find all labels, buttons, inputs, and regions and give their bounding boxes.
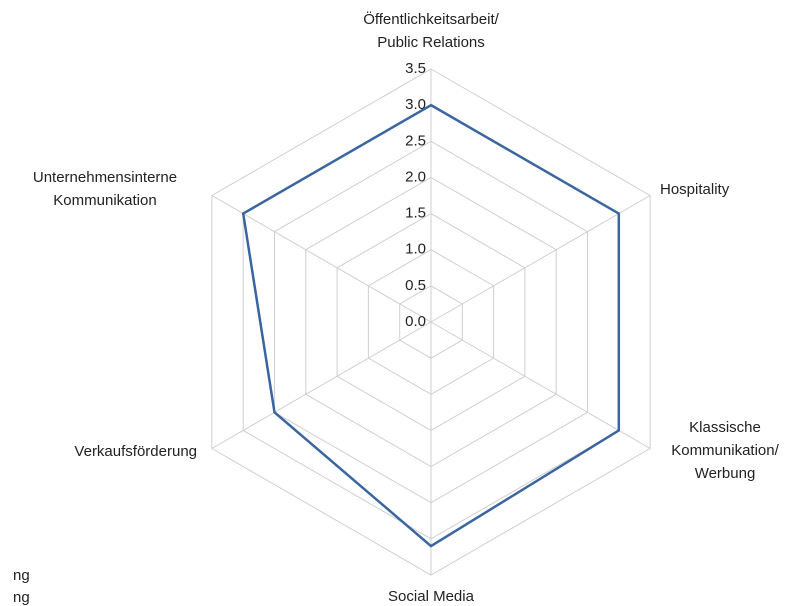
- category-label: Social Media: [388, 588, 475, 605]
- tick-label: 2.5: [405, 132, 426, 149]
- category-label-line: Social Media: [388, 588, 475, 605]
- category-label-line: Kommunikation/: [671, 442, 779, 459]
- category-label-line: Verkaufsförderung: [74, 443, 197, 460]
- annotation: ng: [13, 589, 30, 606]
- tick-label: 1.5: [405, 205, 426, 222]
- spoke: [430, 321, 651, 449]
- category-label: Hospitality: [660, 181, 730, 198]
- tick-label: 1.0: [405, 241, 426, 258]
- category-label: Klassische Kommunikation/Werbung: [671, 419, 779, 482]
- spoke: [430, 195, 651, 323]
- spoke: [211, 195, 432, 323]
- tick-label: 2.0: [405, 168, 426, 185]
- tick-label: 0.0: [405, 313, 426, 330]
- data-line: [241, 103, 621, 548]
- spoke: [211, 321, 432, 449]
- category-label-line: Public Relations: [377, 34, 485, 51]
- tick-label: 3.5: [405, 60, 426, 77]
- tick-label: 0.5: [405, 277, 426, 294]
- tick-label: 3.0: [405, 96, 426, 113]
- category-label-line: Werbung: [695, 465, 756, 482]
- category-label: Verkaufsförderung: [74, 443, 197, 460]
- category-label-line: Hospitality: [660, 181, 730, 198]
- category-label-line: Öffentlichkeitsarbeit/: [363, 10, 499, 28]
- category-label: Unternehmensinterne Kommunikation: [33, 169, 177, 209]
- category-label: Öffentlichkeitsarbeit/Public Relations: [363, 10, 499, 51]
- annotation: ng: [13, 567, 30, 584]
- category-label-line: Klassische: [689, 419, 761, 436]
- category-label-line: Unternehmensinterne: [33, 169, 177, 186]
- category-label-line: Kommunikation: [53, 192, 156, 209]
